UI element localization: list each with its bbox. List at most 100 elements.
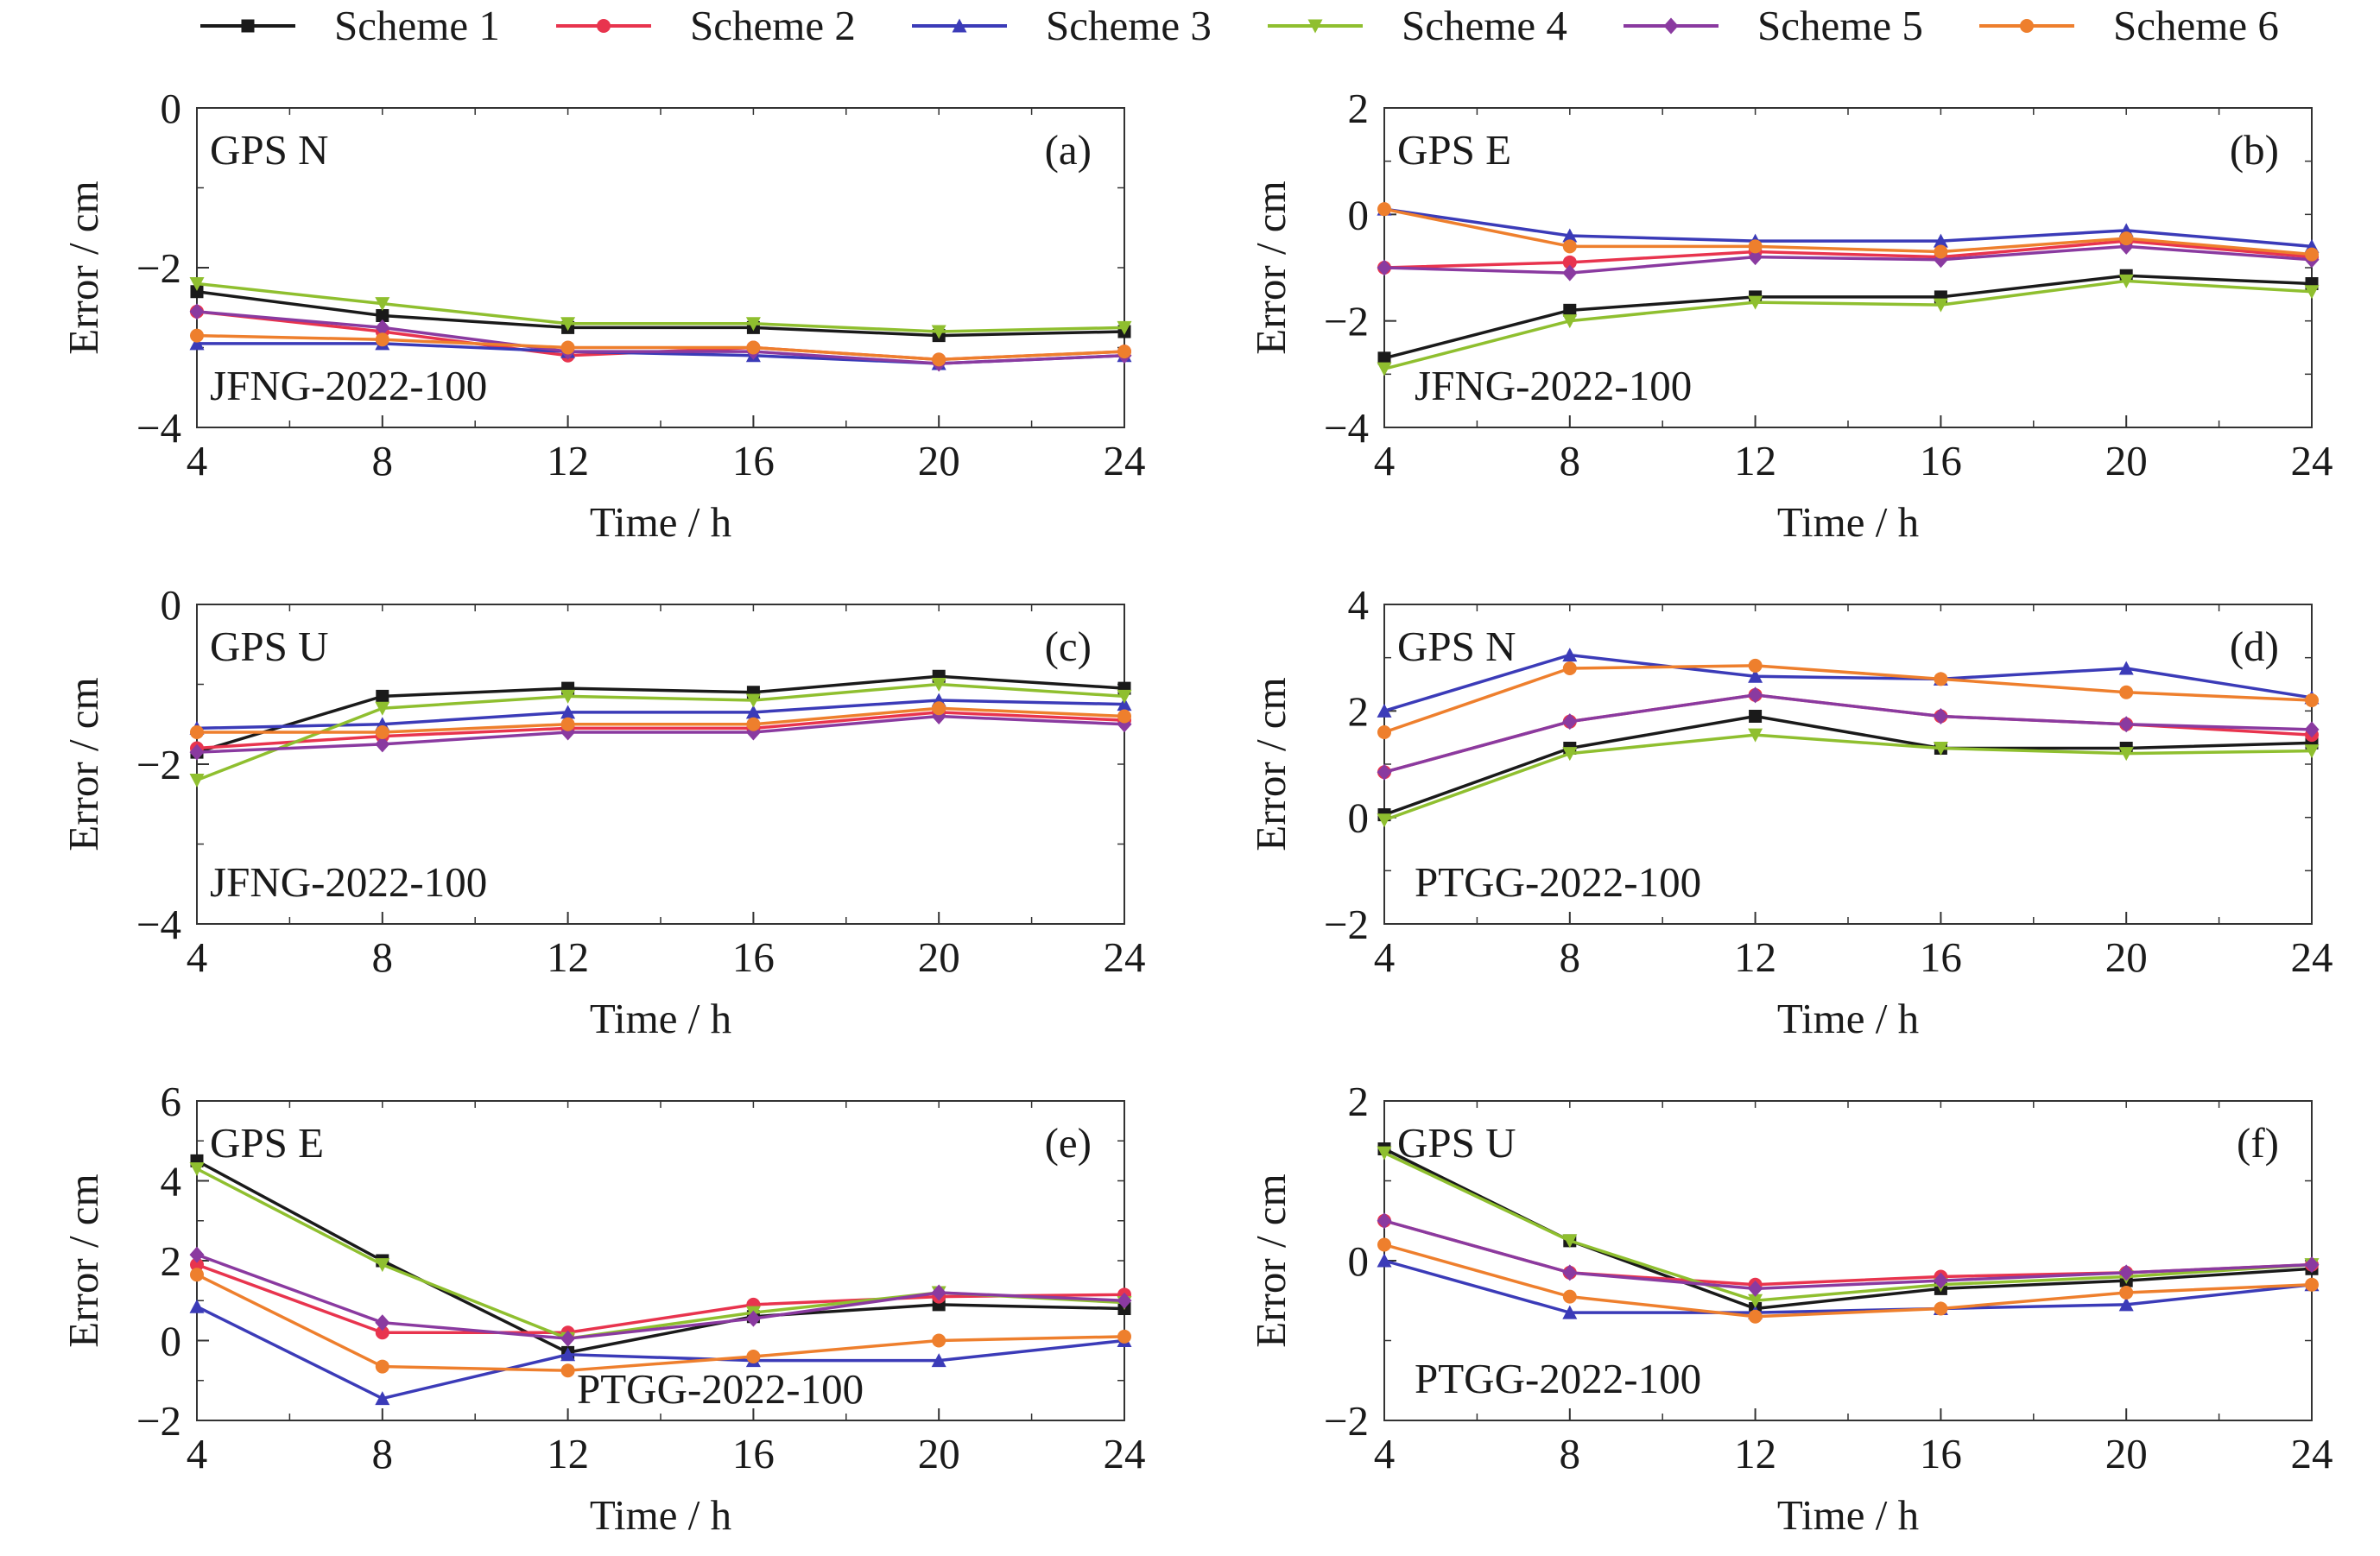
data-point: [1377, 763, 1392, 781]
data-point: [1377, 1212, 1392, 1230]
y-tick-label: −4: [136, 404, 181, 452]
y-axis-title: Error / cm: [60, 677, 107, 851]
legend-label: Scheme 5: [1757, 2, 1923, 49]
data-point: [190, 328, 204, 343]
component-label: GPS N: [210, 126, 329, 174]
data-point: [1934, 1301, 1948, 1316]
data-point: [375, 1314, 390, 1331]
data-point: [1933, 233, 1948, 248]
series-line: [197, 706, 1125, 734]
y-tick-label: 4: [1348, 581, 1370, 629]
data-point: [2304, 744, 2320, 759]
x-tick-label: 8: [372, 1430, 394, 1477]
series-scheme-6: [1377, 1237, 2319, 1324]
series-line: [196, 1159, 1125, 1355]
x-axis-title: Time / h: [590, 1491, 731, 1539]
data-point: [1748, 1294, 1763, 1308]
legend-item-scheme-2: Scheme 2: [556, 2, 856, 49]
series-line: [1383, 239, 2313, 269]
series-line: [196, 714, 1125, 754]
data-point: [190, 1257, 204, 1272]
series-scheme-4: [1377, 274, 2320, 376]
data-point: [189, 743, 205, 761]
data-point: [1563, 303, 1577, 317]
x-tick-label: 8: [1560, 1430, 1581, 1477]
station-label: PTGG-2022-100: [1415, 858, 1701, 906]
data-point: [1117, 345, 1131, 359]
y-tick-label: 2: [1348, 1078, 1370, 1125]
series-scheme-2: [1377, 1213, 2319, 1292]
x-tick-label: 4: [1374, 933, 1396, 981]
data-point: [1562, 264, 1578, 281]
series-scheme-5: [1377, 1212, 2320, 1297]
component-label: GPS E: [1397, 126, 1511, 174]
data-point: [2304, 285, 2320, 300]
series-line: [1383, 274, 2313, 360]
data-point: [1377, 202, 1391, 217]
data-point: [1117, 689, 1132, 704]
panel-label: (d): [2230, 623, 2279, 670]
x-tick-label: 24: [2291, 437, 2333, 484]
data-point: [2304, 1256, 2320, 1274]
x-tick-label: 24: [2291, 1430, 2333, 1477]
data-point: [1933, 1272, 1948, 1289]
series-line: [1383, 714, 2313, 817]
series-scheme-6: [1377, 658, 2319, 739]
x-tick-label: 8: [372, 933, 394, 981]
x-tick-label: 12: [1734, 1430, 1776, 1477]
panel-label: (f): [2237, 1119, 2279, 1167]
series-line: [196, 290, 1125, 338]
y-tick-label: 0: [161, 85, 182, 132]
data-point: [375, 1258, 390, 1273]
x-tick-label: 12: [1734, 437, 1776, 484]
data-point: [2305, 1277, 2319, 1292]
y-axis-title: Error / cm: [60, 1173, 107, 1347]
series-scheme-6: [190, 701, 1131, 739]
data-point: [1562, 1305, 1578, 1319]
data-point: [746, 717, 761, 731]
data-point: [1748, 668, 1763, 683]
series-line: [196, 1273, 1125, 1372]
series-line: [1383, 207, 2313, 249]
y-tick-label: −2: [1324, 298, 1369, 345]
data-point: [1117, 709, 1131, 724]
data-point: [189, 336, 205, 351]
series-line: [196, 1253, 1125, 1340]
y-tick-label: 0: [161, 1318, 182, 1365]
x-tick-label: 20: [2105, 1430, 2148, 1477]
x-tick-label: 8: [1560, 437, 1581, 484]
data-point: [190, 725, 204, 739]
x-tick-label: 4: [1374, 1430, 1396, 1477]
y-axis-title: Error / cm: [1247, 180, 1294, 354]
x-tick-label: 16: [1920, 933, 1962, 981]
data-point: [1562, 314, 1578, 329]
data-point: [190, 285, 204, 299]
series-line: [1383, 664, 2313, 734]
series-scheme-1: [190, 285, 1131, 343]
station-label: PTGG-2022-100: [577, 1365, 864, 1413]
x-axis-title: Time / h: [1777, 1491, 1919, 1539]
station-label: JFNG-2022-100: [1415, 362, 1692, 409]
data-point: [1748, 249, 1763, 266]
data-point: [560, 340, 575, 355]
data-point: [560, 1330, 576, 1347]
y-tick-label: 0: [1348, 1237, 1370, 1285]
x-tick-label: 16: [1920, 437, 1962, 484]
x-tick-label: 8: [1560, 933, 1581, 981]
data-point: [1748, 1280, 1763, 1297]
legend-marker: [1307, 19, 1323, 34]
legend-label: Scheme 2: [690, 2, 856, 49]
component-label: GPS U: [1397, 1119, 1516, 1167]
data-point: [375, 725, 389, 739]
data-point: [2119, 685, 2134, 699]
data-point: [1933, 298, 1948, 313]
data-point: [1117, 320, 1132, 335]
data-point: [1748, 658, 1763, 673]
data-point: [189, 1299, 205, 1313]
data-point: [1748, 295, 1763, 310]
series-line: [196, 674, 1125, 754]
x-tick-label: 12: [547, 437, 589, 484]
y-tick-label: −2: [1324, 901, 1369, 948]
data-point: [560, 705, 576, 719]
